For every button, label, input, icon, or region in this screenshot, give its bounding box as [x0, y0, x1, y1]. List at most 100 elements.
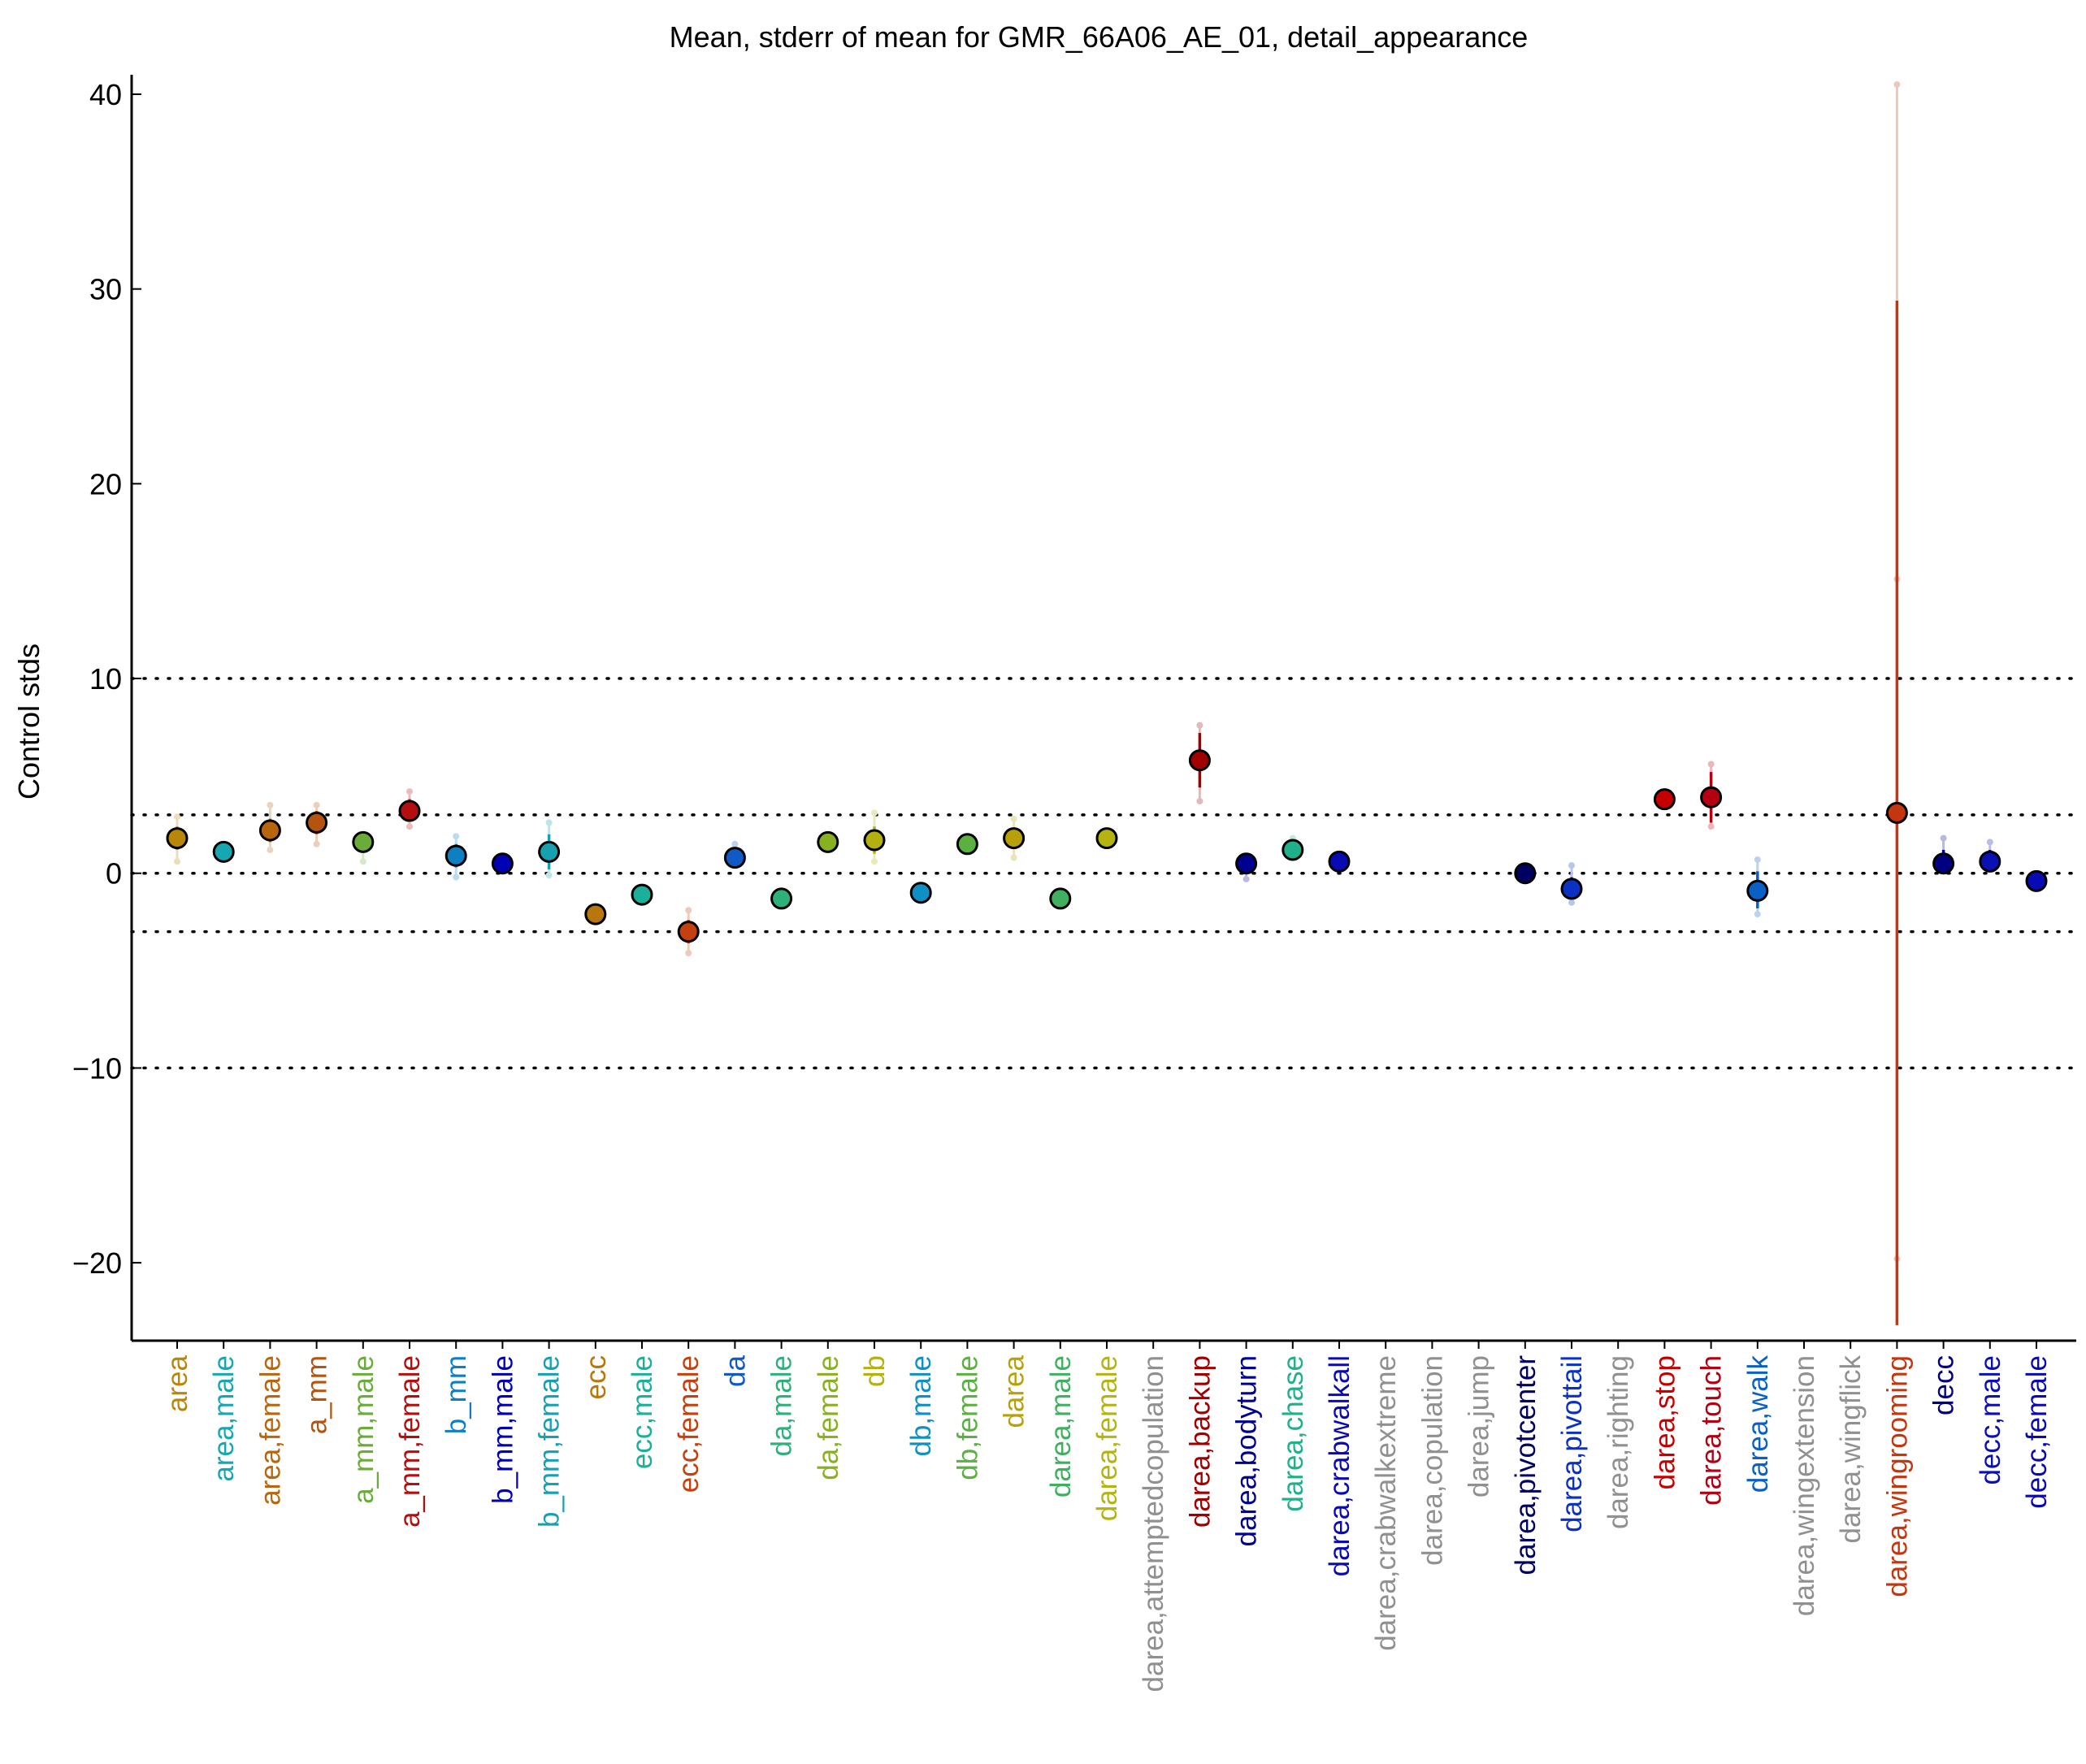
- mean-marker: [1235, 852, 1258, 875]
- mean-marker: [1746, 879, 1769, 902]
- extent-dot: [174, 813, 180, 821]
- x-tick-label: a_mm: [301, 1355, 333, 1434]
- x-tick-label: da: [719, 1354, 751, 1386]
- mean-marker: [909, 882, 932, 904]
- mean-marker: [817, 830, 839, 853]
- x-tick-label: ecc,male: [627, 1355, 658, 1469]
- x-tick-label: darea,stop: [1649, 1355, 1681, 1489]
- mean-marker: [1560, 878, 1583, 900]
- extent-dot: [871, 858, 878, 865]
- extent-dot: [1986, 839, 1993, 846]
- x-tick-label: b_mm,female: [534, 1355, 566, 1528]
- extent-dot: [1893, 80, 1901, 88]
- x-tick-label: darea,walk: [1742, 1355, 1774, 1493]
- x-tick-label: db: [859, 1355, 891, 1387]
- extent-dot: [406, 788, 413, 795]
- y-tick-label: 0: [106, 857, 122, 891]
- mean-marker: [1932, 852, 1955, 875]
- extent-dot: [453, 873, 460, 881]
- extent-dot: [1196, 798, 1203, 805]
- x-tick-label: darea,backup: [1184, 1355, 1216, 1528]
- mean-marker: [352, 830, 375, 853]
- extent-dot: [1754, 856, 1761, 863]
- x-tick-label: decc: [1928, 1355, 1960, 1415]
- y-tick-label: 10: [89, 662, 122, 696]
- x-tick-label: decc,male: [1975, 1355, 2006, 1485]
- mean-marker: [1514, 862, 1537, 885]
- extent-dot: [313, 840, 320, 847]
- x-tick-label: darea: [999, 1354, 1030, 1428]
- mean-marker: [1885, 801, 1908, 824]
- y-tick-label: −20: [72, 1246, 122, 1280]
- mean-marker: [863, 829, 886, 852]
- mean-marker: [1095, 827, 1118, 850]
- x-tick-label: darea,touch: [1696, 1355, 1728, 1506]
- y-tick-label: 40: [89, 78, 122, 111]
- x-tick-label: darea,crabwalkextreme: [1370, 1355, 1402, 1651]
- x-tick-label: darea,wingrooming: [1881, 1355, 1913, 1597]
- mean-marker: [1979, 850, 2001, 873]
- x-tick-label: darea,righting: [1602, 1355, 1634, 1529]
- y-tick-label: 30: [89, 273, 122, 306]
- extent-dot: [1010, 815, 1017, 822]
- mean-marker: [398, 800, 421, 822]
- mean-marker: [166, 827, 189, 850]
- x-tick-label: ecc,female: [673, 1355, 705, 1493]
- x-tick-label: darea,female: [1091, 1355, 1123, 1521]
- mean-marker: [1700, 786, 1723, 808]
- x-tick-label: a_mm,female: [394, 1355, 426, 1528]
- reference-lines: [130, 677, 2078, 1070]
- x-tick-label: darea,copulation: [1416, 1355, 1448, 1566]
- extent-dot: [359, 858, 366, 865]
- x-tick-label: darea,male: [1045, 1355, 1077, 1497]
- mean-marker: [723, 847, 746, 869]
- extent-dot: [731, 840, 739, 847]
- error-bars: [174, 80, 2038, 1325]
- x-tick-label: db,male: [905, 1355, 937, 1457]
- x-tick-label: decc,female: [2021, 1355, 2053, 1509]
- extent-dot: [1707, 823, 1715, 830]
- mean-marker: [1003, 827, 1026, 850]
- extent-dot: [406, 823, 413, 830]
- x-tick-label: db,female: [952, 1355, 983, 1480]
- mean-marker: [1328, 850, 1351, 873]
- x-tick-label: darea,pivottail: [1556, 1355, 1588, 1532]
- y-axis-label: Control stds: [12, 644, 46, 800]
- extent-dot: [1010, 854, 1017, 861]
- extent-dot: [313, 801, 320, 808]
- x-tick-label: b_mm,male: [487, 1355, 518, 1504]
- x-tick-label: da,female: [813, 1355, 844, 1480]
- mean-marker: [1188, 749, 1211, 772]
- x-tick-label: darea,crabwalkall: [1324, 1355, 1355, 1576]
- extent-dot: [685, 907, 692, 914]
- extent-dot: [545, 819, 553, 826]
- x-tick-label: darea,bodyturn: [1231, 1355, 1263, 1546]
- extent-dot: [1196, 722, 1203, 729]
- extent-dot: [1242, 875, 1250, 882]
- mean-marker: [258, 819, 281, 842]
- x-tick-label: da,male: [766, 1355, 798, 1457]
- extent-dot: [1568, 862, 1575, 869]
- extent-dot: [267, 801, 274, 808]
- extent-dot: [1940, 834, 1947, 842]
- axes: [130, 75, 2076, 1342]
- mean-marker: [584, 903, 607, 925]
- chart-title: Mean, stderr of mean for GMR_66A06_AE_01…: [670, 20, 1529, 54]
- mean-marker: [306, 811, 328, 834]
- mean-marker: [1653, 788, 1676, 811]
- extent-dot: [174, 858, 180, 865]
- mean-marker: [770, 887, 793, 910]
- x-tick-label: area,female: [254, 1355, 286, 1506]
- extent-dot: [1754, 911, 1761, 918]
- x-tick-label: ecc: [580, 1355, 612, 1399]
- data-points: [166, 749, 2048, 943]
- x-tick-label: darea,jump: [1464, 1355, 1495, 1497]
- x-tick-label: b_mm: [440, 1355, 472, 1434]
- x-tick-label: darea,pivotcenter: [1510, 1355, 1542, 1575]
- mean-marker: [212, 840, 235, 863]
- x-tick-label: area: [162, 1354, 193, 1412]
- y-tick-label: −10: [72, 1051, 122, 1085]
- mean-marker: [445, 844, 467, 867]
- mean-marker: [491, 852, 514, 875]
